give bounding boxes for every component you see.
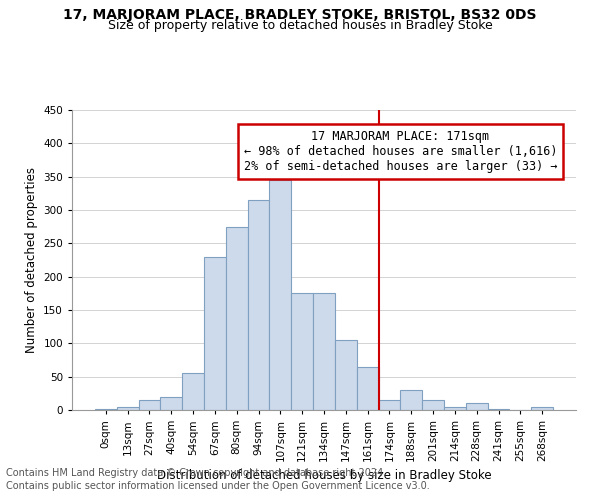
Text: 17, MARJORAM PLACE, BRADLEY STOKE, BRISTOL, BS32 0DS: 17, MARJORAM PLACE, BRADLEY STOKE, BRIST… xyxy=(63,8,537,22)
Bar xyxy=(379,400,400,410)
X-axis label: Distribution of detached houses by size in Bradley Stoke: Distribution of detached houses by size … xyxy=(157,470,491,482)
Bar xyxy=(117,406,139,410)
Bar xyxy=(313,294,335,410)
Text: Contains public sector information licensed under the Open Government Licence v3: Contains public sector information licen… xyxy=(6,481,430,491)
Text: Contains HM Land Registry data © Crown copyright and database right 2024.: Contains HM Land Registry data © Crown c… xyxy=(6,468,386,477)
Bar xyxy=(204,256,226,410)
Bar xyxy=(531,406,553,410)
Bar xyxy=(160,396,182,410)
Bar xyxy=(335,340,357,410)
Text: 17 MARJORAM PLACE: 171sqm
← 98% of detached houses are smaller (1,616)
2% of sem: 17 MARJORAM PLACE: 171sqm ← 98% of detac… xyxy=(244,130,557,173)
Bar xyxy=(182,374,204,410)
Bar xyxy=(269,180,291,410)
Bar xyxy=(139,400,160,410)
Y-axis label: Number of detached properties: Number of detached properties xyxy=(25,167,38,353)
Bar xyxy=(291,294,313,410)
Bar xyxy=(400,390,422,410)
Bar xyxy=(466,404,488,410)
Bar xyxy=(444,406,466,410)
Bar xyxy=(488,408,509,410)
Bar xyxy=(226,226,248,410)
Bar xyxy=(357,366,379,410)
Bar xyxy=(95,408,117,410)
Bar xyxy=(422,400,444,410)
Bar xyxy=(248,200,269,410)
Text: Size of property relative to detached houses in Bradley Stoke: Size of property relative to detached ho… xyxy=(107,18,493,32)
